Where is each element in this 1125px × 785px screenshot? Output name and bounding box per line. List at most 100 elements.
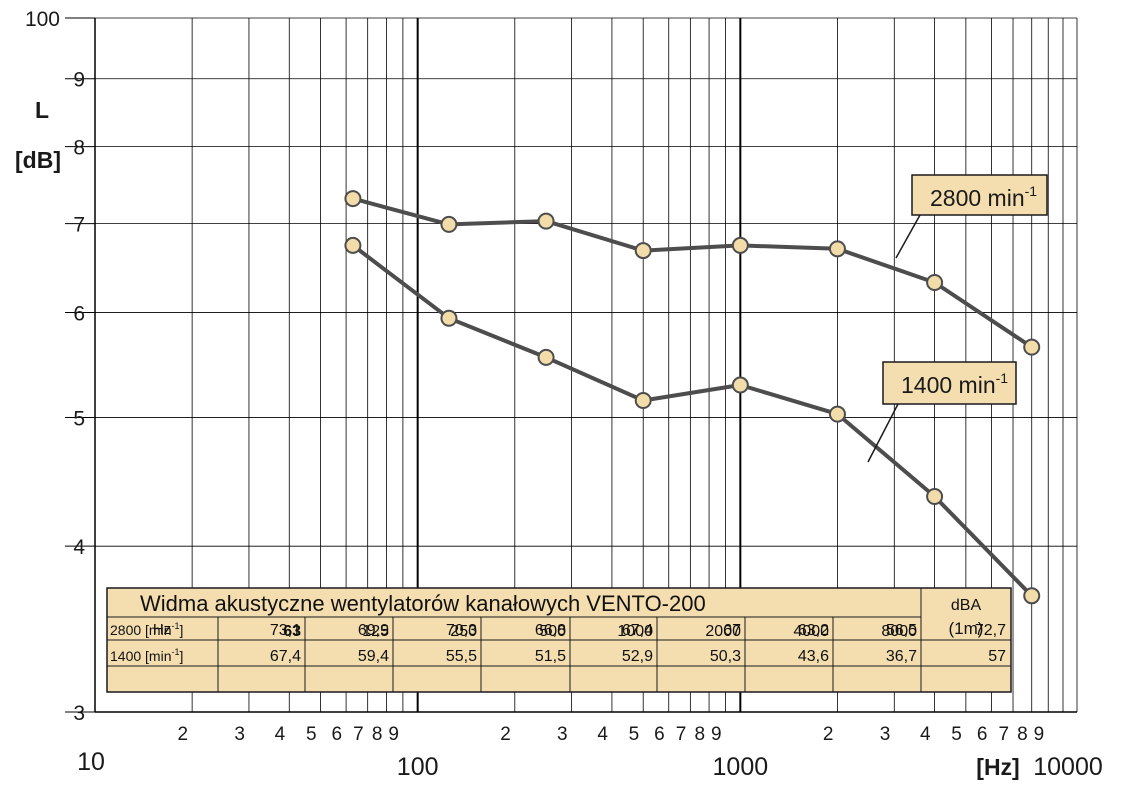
x-minor-label: 3 (880, 724, 891, 745)
table-cell: 67,4 (270, 648, 301, 665)
table-freq-header: 1000 (617, 623, 653, 640)
series-label-box (911, 174, 1048, 216)
table-freq-header: 2000 (705, 623, 741, 640)
x-minor-label: 6 (977, 724, 988, 745)
x-decade-label: 10000 (1033, 753, 1103, 781)
series-label-text: 2800 min (930, 185, 1025, 211)
series-label-box (882, 361, 1017, 405)
y-tick-label: 5 (73, 408, 85, 431)
series-label: 1400 min-1 (901, 370, 1008, 398)
data-point (537, 212, 555, 230)
x-minor-label: 7 (353, 724, 364, 745)
table-cell: 67,4 (622, 622, 653, 639)
data-point (926, 487, 944, 505)
table-row-label-sup: -1 (171, 647, 179, 657)
series-label-sup: -1 (996, 370, 1009, 386)
data-table: Widma akustyczne wentylatorów kanałowych… (106, 587, 1012, 693)
x-minor-label: 7 (998, 724, 1009, 745)
data-point (440, 215, 458, 233)
x-minor-label: 8 (1017, 724, 1028, 745)
table-dba-sub: (1m) (949, 619, 984, 638)
series-layer (344, 190, 1041, 605)
series-label-sup: -1 (1025, 183, 1038, 199)
x-minor-label: 2 (823, 724, 834, 745)
table-dba-header: dBA (951, 597, 982, 614)
y-tick-label: 6 (73, 302, 85, 325)
table-cell: 66,8 (535, 622, 566, 639)
x-minor-label: 7 (676, 724, 687, 745)
table-row-label-main: 1400 [min (110, 648, 171, 664)
x-minor-label: 2 (500, 724, 511, 745)
x-minor-label: 8 (694, 724, 705, 745)
data-point (344, 190, 362, 208)
x-minor-label: 5 (629, 724, 640, 745)
table-row-label-main: 2800 [min (110, 622, 171, 638)
x-minor-label: 3 (234, 724, 245, 745)
table-title: Widma akustyczne wentylatorów kanałowych… (140, 591, 706, 616)
table-cell: 51,5 (535, 648, 566, 665)
table-freq-header: 4000 (793, 623, 829, 640)
x-minor-label: 9 (1034, 724, 1045, 745)
data-point (828, 405, 846, 423)
x-minor-label: 6 (332, 724, 343, 745)
table-cell-dba: 57 (988, 648, 1006, 665)
table-row-label: 1400 [min-1] (110, 647, 183, 664)
table-freq-header: 63 (283, 623, 301, 640)
data-point (1023, 338, 1041, 356)
y-tick-label: 4 (73, 536, 85, 559)
data-point (731, 236, 749, 254)
series-line-1400 (351, 243, 1034, 598)
x-minor-label: 2 (178, 724, 189, 745)
axes (94, 18, 1077, 713)
x-minor-label: 4 (597, 724, 608, 745)
table-freq-header: 250 (450, 623, 477, 640)
x-minor-label: 8 (372, 724, 383, 745)
table-freq-header: 8000 (881, 623, 917, 640)
y-axis-unit: [dB] (15, 147, 61, 173)
table-freq-header: 125 (362, 623, 389, 640)
y-tick-label: 9 (73, 69, 85, 92)
table-cell: 69,9 (358, 622, 389, 639)
x-minor-label: 4 (275, 724, 286, 745)
table-cell: 73,1 (270, 622, 301, 639)
series-line-2800 (352, 196, 1033, 349)
x-minor-label: 6 (654, 724, 665, 745)
table-row-label: 2800 [min-1] (110, 621, 183, 638)
table-freq-header: 500 (539, 623, 566, 640)
table-cell: 43,6 (798, 648, 829, 665)
table-cell: 55,5 (446, 648, 477, 665)
table-cell: 50,3 (710, 648, 741, 665)
table-cell: 63,2 (798, 622, 829, 639)
x-minor-label: 3 (557, 724, 568, 745)
data-point (1023, 587, 1041, 605)
x-axis-unit: [Hz] (976, 754, 1019, 780)
label-leader-line (895, 214, 921, 259)
table-row-label-end: ] (180, 648, 184, 664)
x-decade-label: 10 (77, 748, 105, 776)
table-cell: 67 (723, 622, 741, 639)
series-label: 2800 min-1 (930, 183, 1037, 211)
y-axis-label: L (35, 97, 49, 123)
x-minor-label: 9 (388, 724, 399, 745)
y-tick-labels: 100 9 8 7 6 5 4 3 L [dB] (15, 8, 85, 725)
x-minor-label: 9 (711, 724, 722, 745)
y-tick-label: 100 (25, 8, 60, 31)
data-point (440, 309, 458, 327)
data-point (828, 240, 846, 258)
data-point (634, 392, 652, 410)
table-hz-label: Hz (153, 621, 171, 638)
x-decade-label: 100 (397, 753, 439, 781)
data-point (926, 274, 944, 292)
table-cell: 56,5 (886, 622, 917, 639)
table-cell: 52,9 (622, 648, 653, 665)
table-cell: 59,4 (358, 648, 389, 665)
x-minor-label: 5 (306, 724, 317, 745)
x-minor-label: 5 (951, 724, 962, 745)
table-row-label-sup: -1 (171, 621, 179, 631)
y-tick-label: 3 (73, 702, 85, 725)
y-tick-label: 8 (73, 137, 85, 160)
table-row-label-end: ] (180, 622, 184, 638)
table-cell: 70,3 (446, 622, 477, 639)
